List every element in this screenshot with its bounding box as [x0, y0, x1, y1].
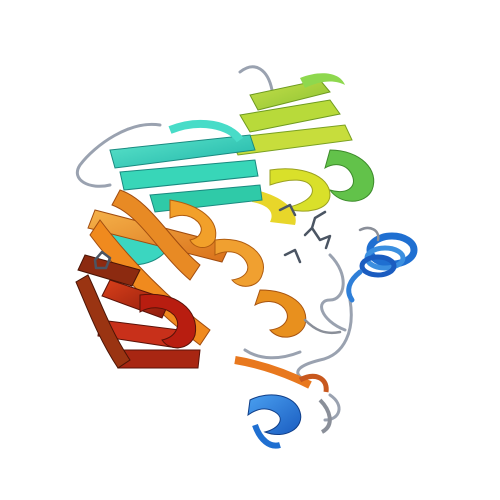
- blue-bottom: [247, 374, 332, 449]
- red-domain: [75, 254, 201, 369]
- loop-details: [303, 226, 380, 335]
- top-domain-green: [229, 73, 375, 225]
- blue-helix-right: [346, 232, 418, 303]
- ligand-sticks: [93, 203, 332, 270]
